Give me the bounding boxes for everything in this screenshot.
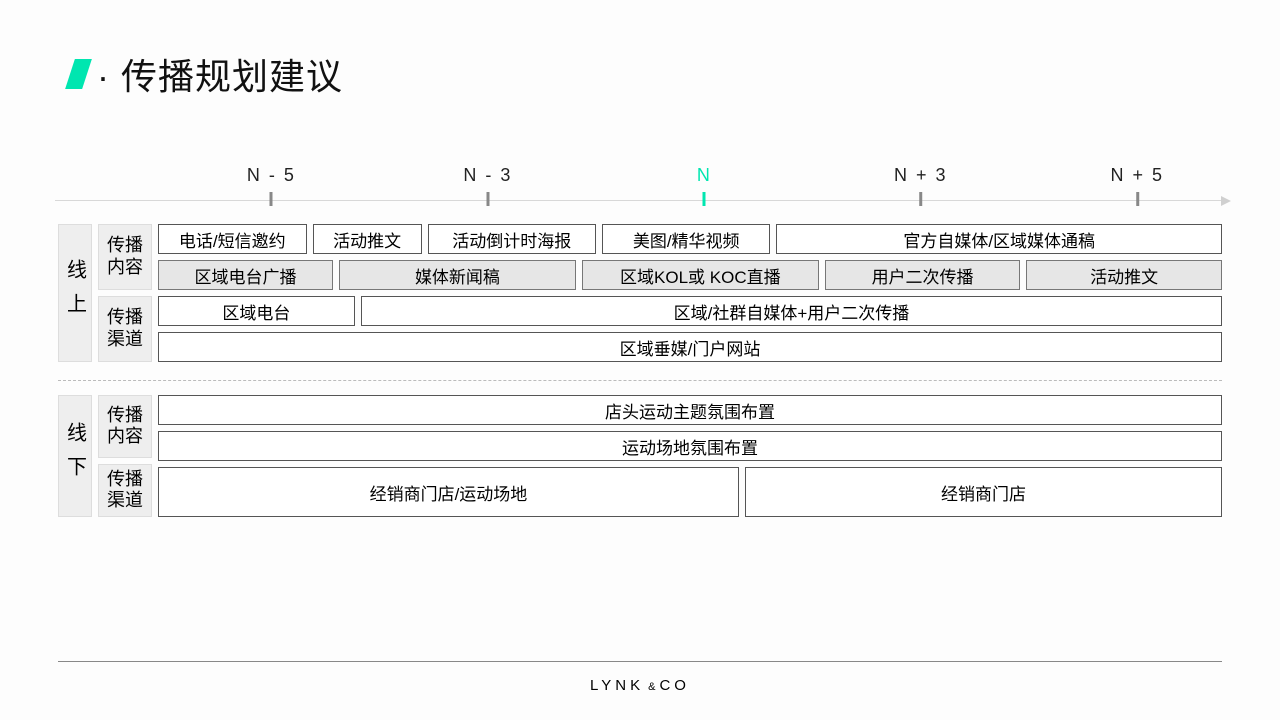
section-offline: 线下传播内容传播渠道店头运动主题氛围布置运动场地氛围布置经销商门店/运动场地经销… — [58, 395, 1222, 517]
plan-row: 电话/短信邀约活动推文活动倒计时海报美图/精华视频官方自媒体/区域媒体通稿 — [158, 224, 1222, 254]
tick-mark-icon — [919, 192, 922, 206]
plan-row: 经销商门店/运动场地经销商门店 — [158, 467, 1222, 517]
plan-cell: 区域垂媒/门户网站 — [158, 332, 1222, 362]
sublabel-content: 传播内容 — [98, 224, 152, 290]
timeline-tick-3: N + 3 — [894, 165, 948, 206]
plan-cell: 经销商门店/运动场地 — [158, 467, 739, 517]
plan-cell: 区域电台 — [158, 296, 355, 326]
plan-cell: 媒体新闻稿 — [339, 260, 576, 290]
plan-cell: 电话/短信邀约 — [158, 224, 307, 254]
sublabel-channel: 传播渠道 — [98, 296, 152, 362]
section-label: 线下 — [58, 395, 92, 517]
plan-row: 店头运动主题氛围布置 — [158, 395, 1222, 425]
tick-mark-icon — [703, 192, 706, 206]
tick-label: N + 5 — [1110, 165, 1164, 186]
tick-label: N - 5 — [247, 165, 296, 186]
tick-label: N + 3 — [894, 165, 948, 186]
plan-row: 区域垂媒/门户网站 — [158, 332, 1222, 362]
plan-cell: 官方自媒体/区域媒体通稿 — [776, 224, 1222, 254]
accent-bar-icon — [65, 59, 92, 89]
plan-cell: 用户二次传播 — [825, 260, 1021, 290]
plan-cell: 美图/精华视频 — [602, 224, 770, 254]
brand-logo: LYNK&CO — [590, 677, 690, 694]
timeline-tick-2: N — [697, 165, 712, 206]
section-online: 线上传播内容传播渠道电话/短信邀约活动推文活动倒计时海报美图/精华视频官方自媒体… — [58, 224, 1222, 362]
section-rows: 电话/短信邀约活动推文活动倒计时海报美图/精华视频官方自媒体/区域媒体通稿区域电… — [158, 224, 1222, 362]
plan-cell: 店头运动主题氛围布置 — [158, 395, 1222, 425]
plan-cell: 活动推文 — [313, 224, 422, 254]
tick-mark-icon — [270, 192, 273, 206]
plan-cell: 活动倒计时海报 — [428, 224, 596, 254]
plan-row: 运动场地氛围布置 — [158, 431, 1222, 461]
logo-right: CO — [659, 677, 690, 694]
plan-grid: 线上传播内容传播渠道电话/短信邀约活动推文活动倒计时海报美图/精华视频官方自媒体… — [58, 224, 1222, 517]
logo-left: LYNK — [590, 677, 644, 694]
timeline-arrow-icon — [1221, 196, 1231, 206]
plan-cell: 区域/社群自媒体+用户二次传播 — [361, 296, 1222, 326]
plan-cell: 区域电台广播 — [158, 260, 333, 290]
timeline-axis: N - 5 N - 3 N N + 3 N + 5 — [55, 165, 1225, 215]
plan-row: 区域电台广播媒体新闻稿区域KOL或 KOC直播用户二次传播活动推文 — [158, 260, 1222, 290]
timeline-line — [55, 200, 1225, 201]
section-rows: 店头运动主题氛围布置运动场地氛围布置经销商门店/运动场地经销商门店 — [158, 395, 1222, 517]
plan-row: 区域电台区域/社群自媒体+用户二次传播 — [158, 296, 1222, 326]
tick-label: N — [697, 165, 712, 186]
sublabel-channel: 传播渠道 — [98, 464, 152, 517]
section-sublabels: 传播内容传播渠道 — [98, 224, 152, 362]
footer-divider — [58, 661, 1222, 662]
timeline-tick-0: N - 5 — [247, 165, 296, 206]
section-label: 线上 — [58, 224, 92, 362]
tick-mark-icon — [1136, 192, 1139, 206]
logo-amp: & — [648, 681, 655, 693]
timeline-tick-1: N - 3 — [463, 165, 512, 206]
timeline-tick-4: N + 5 — [1110, 165, 1164, 206]
tick-label: N - 3 — [463, 165, 512, 186]
sublabel-content: 传播内容 — [98, 395, 152, 458]
page-title: · 传播规划建议 — [97, 48, 343, 100]
section-separator — [58, 380, 1222, 381]
tick-mark-icon — [486, 192, 489, 206]
plan-cell: 经销商门店 — [745, 467, 1222, 517]
plan-cell: 活动推文 — [1026, 260, 1222, 290]
plan-cell: 运动场地氛围布置 — [158, 431, 1222, 461]
page-title-wrap: · 传播规划建议 — [70, 48, 343, 100]
section-sublabels: 传播内容传播渠道 — [98, 395, 152, 517]
plan-cell: 区域KOL或 KOC直播 — [582, 260, 819, 290]
